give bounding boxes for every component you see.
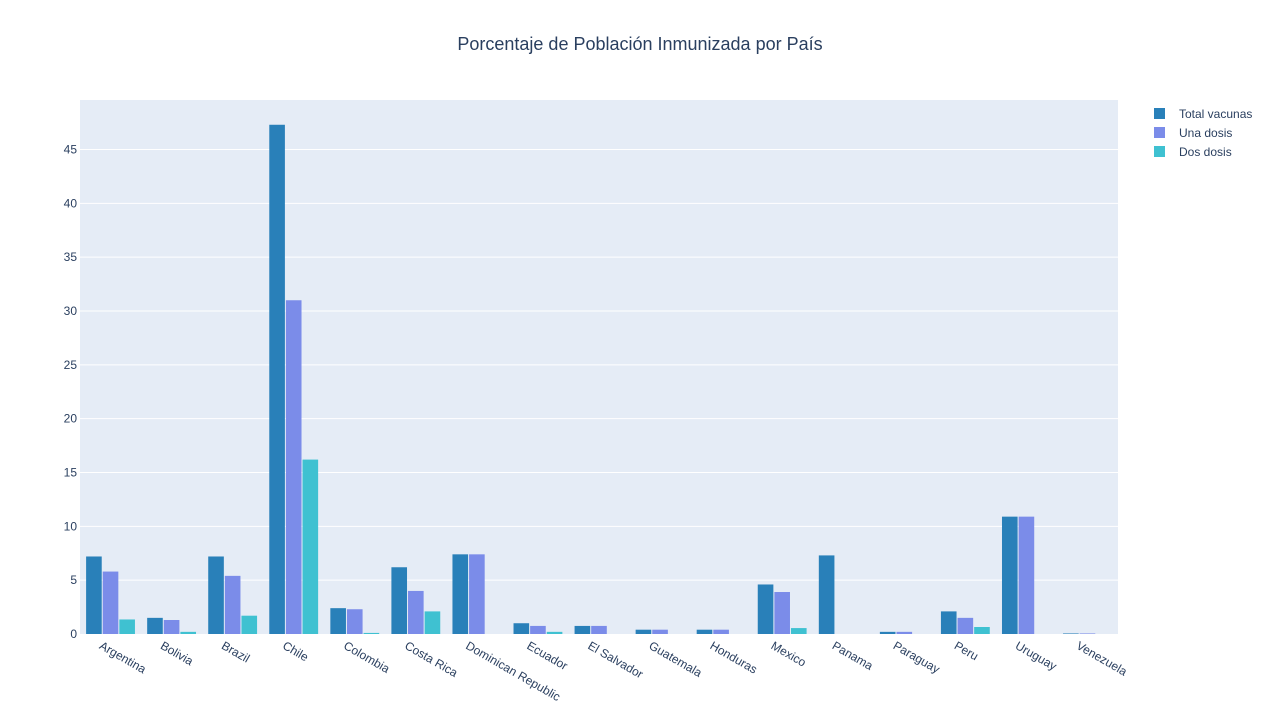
y-tick-label: 15	[64, 466, 78, 480]
legend-swatch[interactable]	[1154, 146, 1165, 157]
bar-una-dosis[interactable]	[591, 625, 607, 634]
plot-area	[80, 100, 1118, 634]
y-tick-label: 5	[70, 573, 77, 587]
bar-total-vacunas[interactable]	[513, 623, 530, 634]
bar-total-vacunas[interactable]	[940, 611, 957, 634]
bar-una-dosis[interactable]	[530, 625, 546, 634]
bar-total-vacunas[interactable]	[635, 629, 652, 634]
bar-dos-dosis[interactable]	[119, 619, 135, 634]
bar-dos-dosis[interactable]	[363, 632, 380, 634]
legend-label[interactable]: Dos dosis	[1179, 145, 1232, 159]
bar-una-dosis[interactable]	[285, 300, 302, 634]
legend-label[interactable]: Total vacunas	[1179, 107, 1252, 121]
y-tick-label: 10	[64, 519, 78, 533]
y-tick-label: 45	[64, 143, 78, 157]
bar-una-dosis[interactable]	[163, 620, 180, 634]
bar-una-dosis[interactable]	[713, 629, 729, 634]
gridlines	[80, 149, 1118, 581]
bar-total-vacunas[interactable]	[452, 554, 469, 634]
bar-total-vacunas[interactable]	[1001, 516, 1018, 634]
bar-una-dosis[interactable]	[896, 631, 913, 634]
bar-total-vacunas[interactable]	[208, 556, 224, 634]
legend-swatch[interactable]	[1154, 127, 1165, 138]
bar-total-vacunas[interactable]	[818, 555, 835, 634]
bar-una-dosis[interactable]	[957, 617, 974, 634]
bar-una-dosis[interactable]	[469, 554, 485, 634]
bar-una-dosis[interactable]	[1018, 516, 1035, 634]
bar-una-dosis[interactable]	[346, 609, 363, 634]
bar-total-vacunas[interactable]	[391, 567, 408, 634]
chart-title: Porcentaje de Población Inmunizada por P…	[457, 34, 822, 54]
bar-dos-dosis[interactable]	[424, 611, 441, 634]
bar-una-dosis[interactable]	[652, 629, 668, 634]
bar-total-vacunas[interactable]	[269, 124, 285, 635]
y-tick-label: 25	[64, 358, 78, 372]
bar-total-vacunas[interactable]	[757, 584, 774, 634]
bar-total-vacunas[interactable]	[879, 631, 896, 634]
bar-dos-dosis[interactable]	[302, 459, 319, 634]
bar-total-vacunas[interactable]	[696, 629, 713, 634]
bar-dos-dosis[interactable]	[790, 628, 807, 634]
bar-una-dosis[interactable]	[1079, 633, 1096, 634]
bar-dos-dosis[interactable]	[974, 627, 990, 634]
legend-swatch[interactable]	[1154, 108, 1165, 119]
bar-total-vacunas[interactable]	[86, 556, 102, 634]
y-tick-label: 40	[64, 196, 78, 210]
bar-una-dosis[interactable]	[102, 571, 119, 634]
y-axis-ticks: 0 5 10 15 20 25 30 35 40 45	[64, 143, 78, 641]
bar-dos-dosis[interactable]	[241, 615, 258, 634]
bar-dos-dosis[interactable]	[546, 631, 563, 634]
bars	[86, 124, 1096, 635]
legend-label[interactable]: Una dosis	[1179, 126, 1232, 140]
y-tick-label: 20	[64, 412, 78, 426]
bar-una-dosis[interactable]	[774, 592, 790, 634]
legend: Total vacunas Una dosis Dos dosis	[1154, 107, 1252, 159]
y-tick-label: 0	[70, 627, 77, 641]
bar-total-vacunas[interactable]	[1063, 633, 1079, 634]
bar-dos-dosis[interactable]	[180, 631, 197, 634]
bar-total-vacunas[interactable]	[330, 608, 346, 634]
bar-una-dosis[interactable]	[224, 575, 241, 634]
bar-total-vacunas[interactable]	[574, 625, 591, 634]
y-tick-label: 35	[64, 250, 78, 264]
bar-una-dosis[interactable]	[408, 590, 424, 634]
y-tick-label: 30	[64, 304, 78, 318]
bar-total-vacunas[interactable]	[147, 617, 163, 634]
